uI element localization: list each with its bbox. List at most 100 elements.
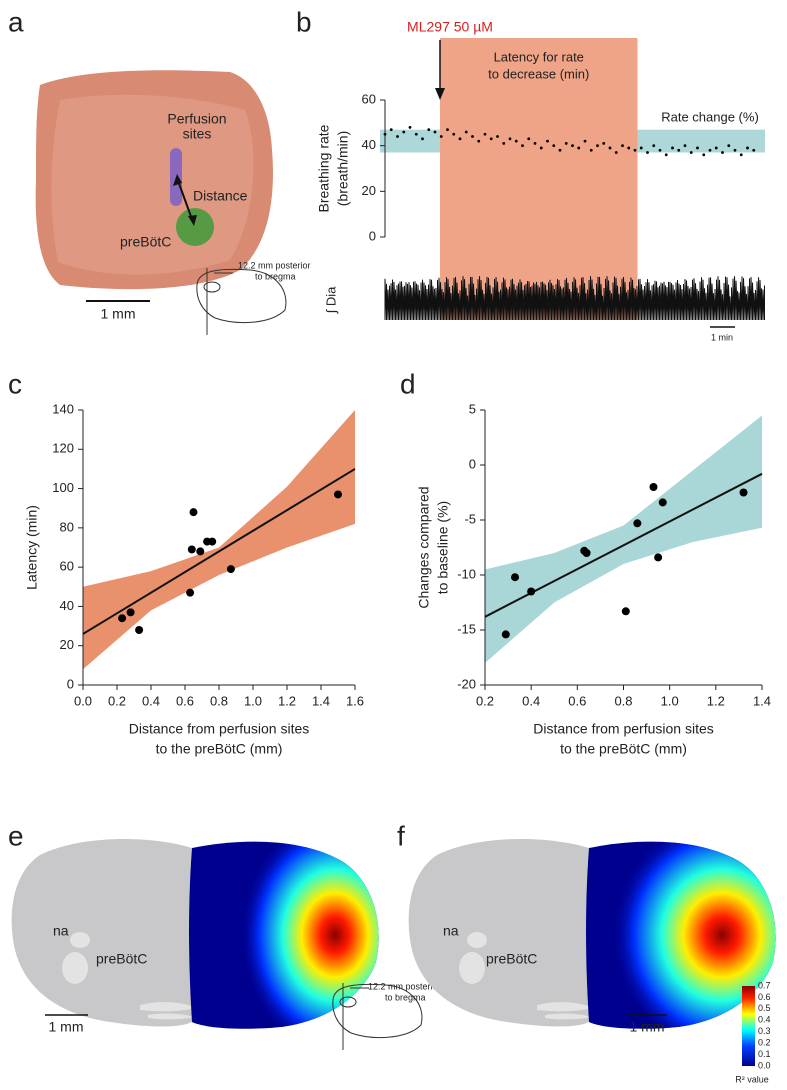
point [721, 151, 724, 154]
y-tick-label: 0 [369, 228, 376, 243]
y-tick-label: -5 [464, 511, 476, 526]
x-tick-label: 0.8 [210, 693, 228, 708]
scale-label: 1 mm [101, 306, 136, 322]
point [135, 626, 144, 634]
point [582, 549, 591, 557]
point [189, 508, 198, 517]
point [546, 139, 549, 143]
point [602, 141, 606, 145]
point [658, 148, 662, 152]
annotation: preBötC [120, 234, 171, 250]
confidence-band [83, 410, 355, 670]
panel-label: b [296, 6, 312, 37]
y-axis-title: to baseline (%) [435, 501, 451, 594]
band-label: Rate change (%) [661, 109, 759, 124]
x-tick-label: 0.0 [74, 693, 92, 708]
scale-label: 1 mm [630, 1019, 665, 1035]
y-tick-label: 80 [60, 519, 74, 534]
point [533, 141, 537, 145]
point [489, 137, 493, 141]
point [458, 137, 462, 141]
y-axis-title: (breath/min) [335, 131, 351, 206]
drug-label: ML297 50 µM [407, 19, 493, 35]
nucleus-label: na [53, 923, 69, 939]
colorbar-tick-label: 0.2 [758, 1038, 771, 1048]
x-axis-title: Distance from perfusion sites [129, 721, 310, 737]
x-tick-label: 1.4 [312, 693, 330, 708]
point [427, 128, 431, 132]
x-tick-label: 1.2 [707, 693, 725, 708]
point [439, 135, 443, 138]
brain-section [11, 838, 423, 1050]
y-tick-label: 120 [52, 441, 74, 456]
y-tick-label: 140 [52, 401, 74, 416]
x-axis-title: to the preBötC (mm) [156, 741, 283, 757]
point [477, 139, 481, 143]
point [696, 146, 699, 150]
point [408, 126, 412, 129]
point [521, 144, 524, 148]
point [633, 148, 637, 152]
colorbar [742, 986, 755, 1066]
point [421, 137, 424, 141]
point [471, 135, 474, 138]
point [577, 146, 581, 150]
point [752, 148, 756, 152]
annotation: sites [183, 126, 212, 142]
point [118, 614, 127, 623]
point [633, 519, 642, 528]
point [389, 128, 393, 132]
panel-label: e [8, 820, 24, 851]
colorbar-tick-label: 0.0 [758, 1060, 771, 1070]
point [383, 132, 387, 136]
y-tick-label: 20 [362, 183, 376, 198]
colorbar-title: R² value [735, 1074, 769, 1084]
point [527, 587, 536, 596]
point [639, 146, 643, 150]
span-label: Latency for rate [494, 49, 584, 64]
y-tick-label: 100 [52, 480, 74, 495]
point [739, 488, 748, 497]
point [483, 132, 487, 136]
point [446, 128, 449, 132]
point [614, 151, 618, 154]
point [564, 141, 568, 145]
point [196, 547, 205, 556]
point [452, 132, 456, 136]
y-tick-label: -15 [457, 621, 476, 636]
point [208, 537, 217, 546]
point [589, 148, 593, 152]
y-tick-label: 40 [362, 137, 376, 152]
point [621, 144, 624, 148]
x-tick-label: 1.6 [346, 693, 364, 708]
point [334, 490, 342, 499]
y-axis-title: Changes compared [416, 486, 432, 608]
y-tick-label: 20 [60, 637, 74, 652]
annotation: to bregma [385, 992, 426, 1002]
point [433, 130, 437, 134]
y-tick-label: 40 [60, 598, 74, 613]
colorbar-tick-label: 0.4 [758, 1015, 771, 1025]
heatmap [586, 841, 776, 1029]
colorbar-tick-label: 0.3 [758, 1026, 771, 1036]
point [511, 573, 520, 582]
point [746, 146, 749, 150]
x-tick-label: 0.6 [176, 693, 194, 708]
panel-label: c [8, 368, 22, 399]
point [714, 146, 718, 150]
x-tick-label: 0.2 [108, 693, 126, 708]
annotation: Distance [193, 188, 248, 204]
colorbar-tick-label: 0.6 [758, 992, 771, 1002]
brain-section [408, 838, 592, 1027]
point [402, 130, 406, 134]
y-tick-label: 0 [67, 676, 74, 691]
point [527, 137, 531, 141]
x-tick-label: 0.2 [476, 693, 494, 708]
point [396, 135, 399, 138]
point [186, 588, 195, 597]
panel-label: a [8, 6, 24, 37]
x-tick-label: 0.4 [522, 693, 540, 708]
point [689, 151, 693, 154]
scale-label: 1 mm [49, 1019, 84, 1035]
x-tick-label: 1.0 [244, 693, 262, 708]
